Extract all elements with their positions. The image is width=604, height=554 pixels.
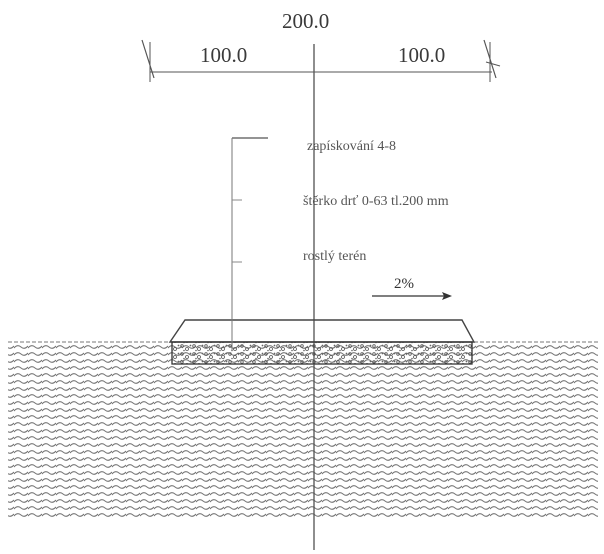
dimension-tick-right-lower: [485, 61, 501, 67]
slope-arrow-head: [442, 292, 452, 300]
ground-soil: [8, 341, 598, 518]
sand-bedding-layer: [168, 319, 476, 343]
soil-hatch-area: [8, 342, 598, 518]
dimension-left: 100.0: [200, 43, 247, 67]
dimension-tick-left: [141, 39, 155, 79]
layer-label-sand: zapískování 4-8: [307, 139, 396, 154]
gravel-layer: [171, 341, 473, 365]
slope-indicator: 2%: [372, 276, 452, 300]
dimension-right: 100.0: [398, 43, 445, 67]
layer-leader: [231, 137, 268, 350]
slope-label: 2%: [394, 276, 414, 292]
layer-label-soil: rostlý terén: [303, 249, 366, 264]
dimension-total: 200.0: [282, 9, 329, 33]
layer-label-gravel: štěrko drť 0-63 tl.200 mm: [303, 194, 449, 209]
dimension-chain: 200.0 100.0 100.0: [141, 9, 501, 82]
